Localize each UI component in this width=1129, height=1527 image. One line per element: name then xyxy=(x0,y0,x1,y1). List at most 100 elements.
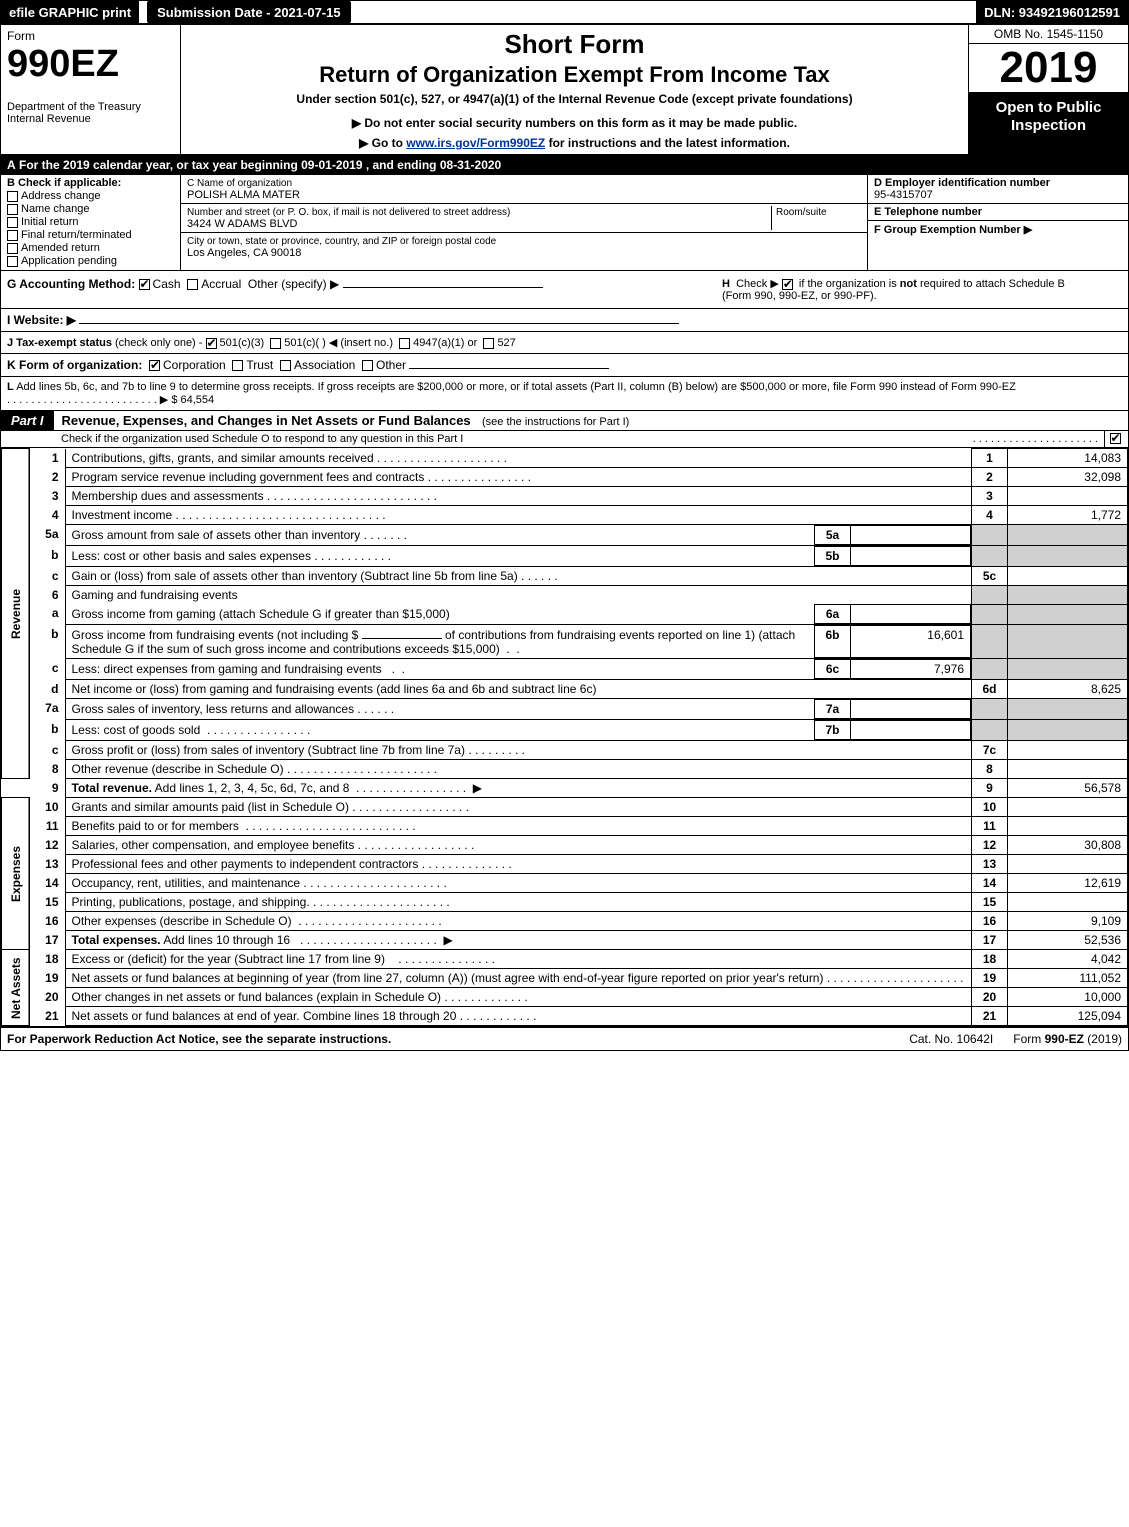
row-website: I Website: ▶ xyxy=(1,309,1128,332)
open-to-public: Open to Public Inspection xyxy=(969,93,1128,154)
goto-line: ▶ Go to www.irs.gov/Form990EZ for instru… xyxy=(187,136,962,150)
form-header: Form 990EZ Department of the Treasury In… xyxy=(1,25,1128,156)
top-bar: efile GRAPHIC print Submission Date - 20… xyxy=(1,1,1128,25)
under-section: Under section 501(c), 527, or 4947(a)(1)… xyxy=(187,92,962,106)
cb-amended-return[interactable]: Amended return xyxy=(7,242,174,254)
city-label: City or town, state or province, country… xyxy=(187,236,496,247)
section-de: D Employer identification number 95-4315… xyxy=(868,175,1128,270)
cb-initial-return[interactable]: Initial return xyxy=(7,216,174,228)
return-title: Return of Organization Exempt From Incom… xyxy=(187,62,962,88)
org-name-label: C Name of organization xyxy=(187,178,292,189)
amt-1: 14,083 xyxy=(1008,449,1128,468)
cb-527[interactable] xyxy=(483,338,494,349)
amt-3 xyxy=(1008,487,1128,506)
cb-name-change[interactable]: Name change xyxy=(7,203,174,215)
ein-label: D Employer identification number xyxy=(874,177,1050,189)
info-grid: B Check if applicable: Address change Na… xyxy=(1,175,1128,271)
cb-4947[interactable] xyxy=(399,338,410,349)
cat-no: Cat. No. 10642I xyxy=(889,1032,1013,1046)
street-address: 3424 W ADAMS BLVD xyxy=(187,218,297,230)
cb-schedule-b[interactable] xyxy=(782,279,793,290)
phone-label: E Telephone number xyxy=(874,206,982,218)
check-if-applicable: B Check if applicable: xyxy=(7,177,174,189)
submission-date-button[interactable]: Submission Date - 2021-07-15 xyxy=(147,1,351,23)
other-org-input[interactable] xyxy=(409,368,609,369)
amt-2: 32,098 xyxy=(1008,468,1128,487)
amt-12: 30,808 xyxy=(1008,836,1128,855)
amt-6c: 7,976 xyxy=(851,660,971,679)
cb-501c3[interactable] xyxy=(206,338,217,349)
amt-7c xyxy=(1008,741,1128,760)
amt-5c xyxy=(1008,567,1128,586)
cb-schedule-o[interactable] xyxy=(1110,433,1121,444)
cb-address-change[interactable]: Address change xyxy=(7,190,174,202)
header-right: OMB No. 1545-1150 2019 Open to Public In… xyxy=(968,25,1128,154)
cb-cash[interactable] xyxy=(139,279,150,290)
part1-header: Part I Revenue, Expenses, and Changes in… xyxy=(1,411,1128,431)
cb-application-pending[interactable]: Application pending xyxy=(7,255,174,267)
ssn-notice: ▶ Do not enter social security numbers o… xyxy=(187,116,962,130)
form-number: 990EZ xyxy=(7,45,174,83)
amt-14: 12,619 xyxy=(1008,874,1128,893)
website-input[interactable] xyxy=(79,323,679,324)
room-label: Room/suite xyxy=(776,207,827,218)
amt-8 xyxy=(1008,760,1128,779)
amt-9: 56,578 xyxy=(1008,779,1128,798)
accounting-method-label: G Accounting Method: xyxy=(7,277,135,291)
header-center: Short Form Return of Organization Exempt… xyxy=(181,25,968,154)
cb-accrual[interactable] xyxy=(187,279,198,290)
cb-association[interactable] xyxy=(280,360,291,371)
cb-corporation[interactable] xyxy=(149,360,160,371)
footer: For Paperwork Reduction Act Notice, see … xyxy=(1,1026,1128,1050)
omb-number: OMB No. 1545-1150 xyxy=(969,25,1128,44)
cb-final-return[interactable]: Final return/terminated xyxy=(7,229,174,241)
form-ref: Form 990-EZ (2019) xyxy=(1013,1032,1122,1046)
part1-tag: Part I xyxy=(1,411,54,430)
amt-19: 111,052 xyxy=(1008,969,1128,988)
amt-21: 125,094 xyxy=(1008,1007,1128,1026)
efile-print-button[interactable]: efile GRAPHIC print xyxy=(1,1,139,23)
amt-17: 52,536 xyxy=(1008,931,1128,950)
amt-6d: 8,625 xyxy=(1008,680,1128,699)
row-form-org: K Form of organization: Corporation Trus… xyxy=(1,354,1128,377)
amt-13 xyxy=(1008,855,1128,874)
expenses-side-label: Expenses xyxy=(2,798,30,950)
amt-15 xyxy=(1008,893,1128,912)
city-state-zip: Los Angeles, CA 90018 xyxy=(187,247,301,259)
form-page: efile GRAPHIC print Submission Date - 20… xyxy=(0,0,1129,1051)
header-left: Form 990EZ Department of the Treasury In… xyxy=(1,25,181,154)
ein-value: 95-4315707 xyxy=(874,189,933,201)
cb-trust[interactable] xyxy=(232,360,243,371)
section-b: B Check if applicable: Address change Na… xyxy=(1,175,181,270)
period-row: A For the 2019 calendar year, or tax yea… xyxy=(1,156,1128,175)
amt-18: 4,042 xyxy=(1008,950,1128,969)
form-label: Form xyxy=(7,29,174,43)
dln-label: DLN: 93492196012591 xyxy=(976,1,1128,23)
amt-10 xyxy=(1008,798,1128,817)
lines-table: Revenue 1Contributions, gifts, grants, a… xyxy=(1,448,1128,1026)
other-method-input[interactable] xyxy=(343,287,543,288)
paperwork-notice: For Paperwork Reduction Act Notice, see … xyxy=(7,1032,889,1046)
irs-link[interactable]: www.irs.gov/Form990EZ xyxy=(406,136,545,150)
cb-501c[interactable] xyxy=(270,338,281,349)
short-form-title: Short Form xyxy=(187,29,962,60)
part1-check-row: Check if the organization used Schedule … xyxy=(1,431,1128,448)
row-gross-receipts: L Add lines 5b, 6c, and 7b to line 9 to … xyxy=(1,377,1128,411)
tax-year: 2019 xyxy=(969,44,1128,93)
street-label: Number and street (or P. O. box, if mail… xyxy=(187,207,510,218)
amt-6b: 16,601 xyxy=(851,626,971,658)
revenue-side-label: Revenue xyxy=(2,449,30,779)
amt-20: 10,000 xyxy=(1008,988,1128,1007)
h-label: H xyxy=(722,278,730,290)
group-exemption-label: F Group Exemption Number ▶ xyxy=(874,224,1032,236)
row-tax-exempt: J Tax-exempt status (check only one) - 5… xyxy=(1,332,1128,354)
amt-16: 9,109 xyxy=(1008,912,1128,931)
section-c: C Name of organization POLISH ALMA MATER… xyxy=(181,175,868,270)
dept-treasury: Department of the Treasury Internal Reve… xyxy=(7,101,174,125)
part1-title: Revenue, Expenses, and Changes in Net As… xyxy=(54,413,471,428)
netassets-side-label: Net Assets xyxy=(2,950,30,1026)
amt-4: 1,772 xyxy=(1008,506,1128,525)
gross-receipts-amount: $ 64,554 xyxy=(171,394,214,406)
row-gh: G Accounting Method: Cash Accrual Other … xyxy=(1,271,1128,309)
cb-other-org[interactable] xyxy=(362,360,373,371)
